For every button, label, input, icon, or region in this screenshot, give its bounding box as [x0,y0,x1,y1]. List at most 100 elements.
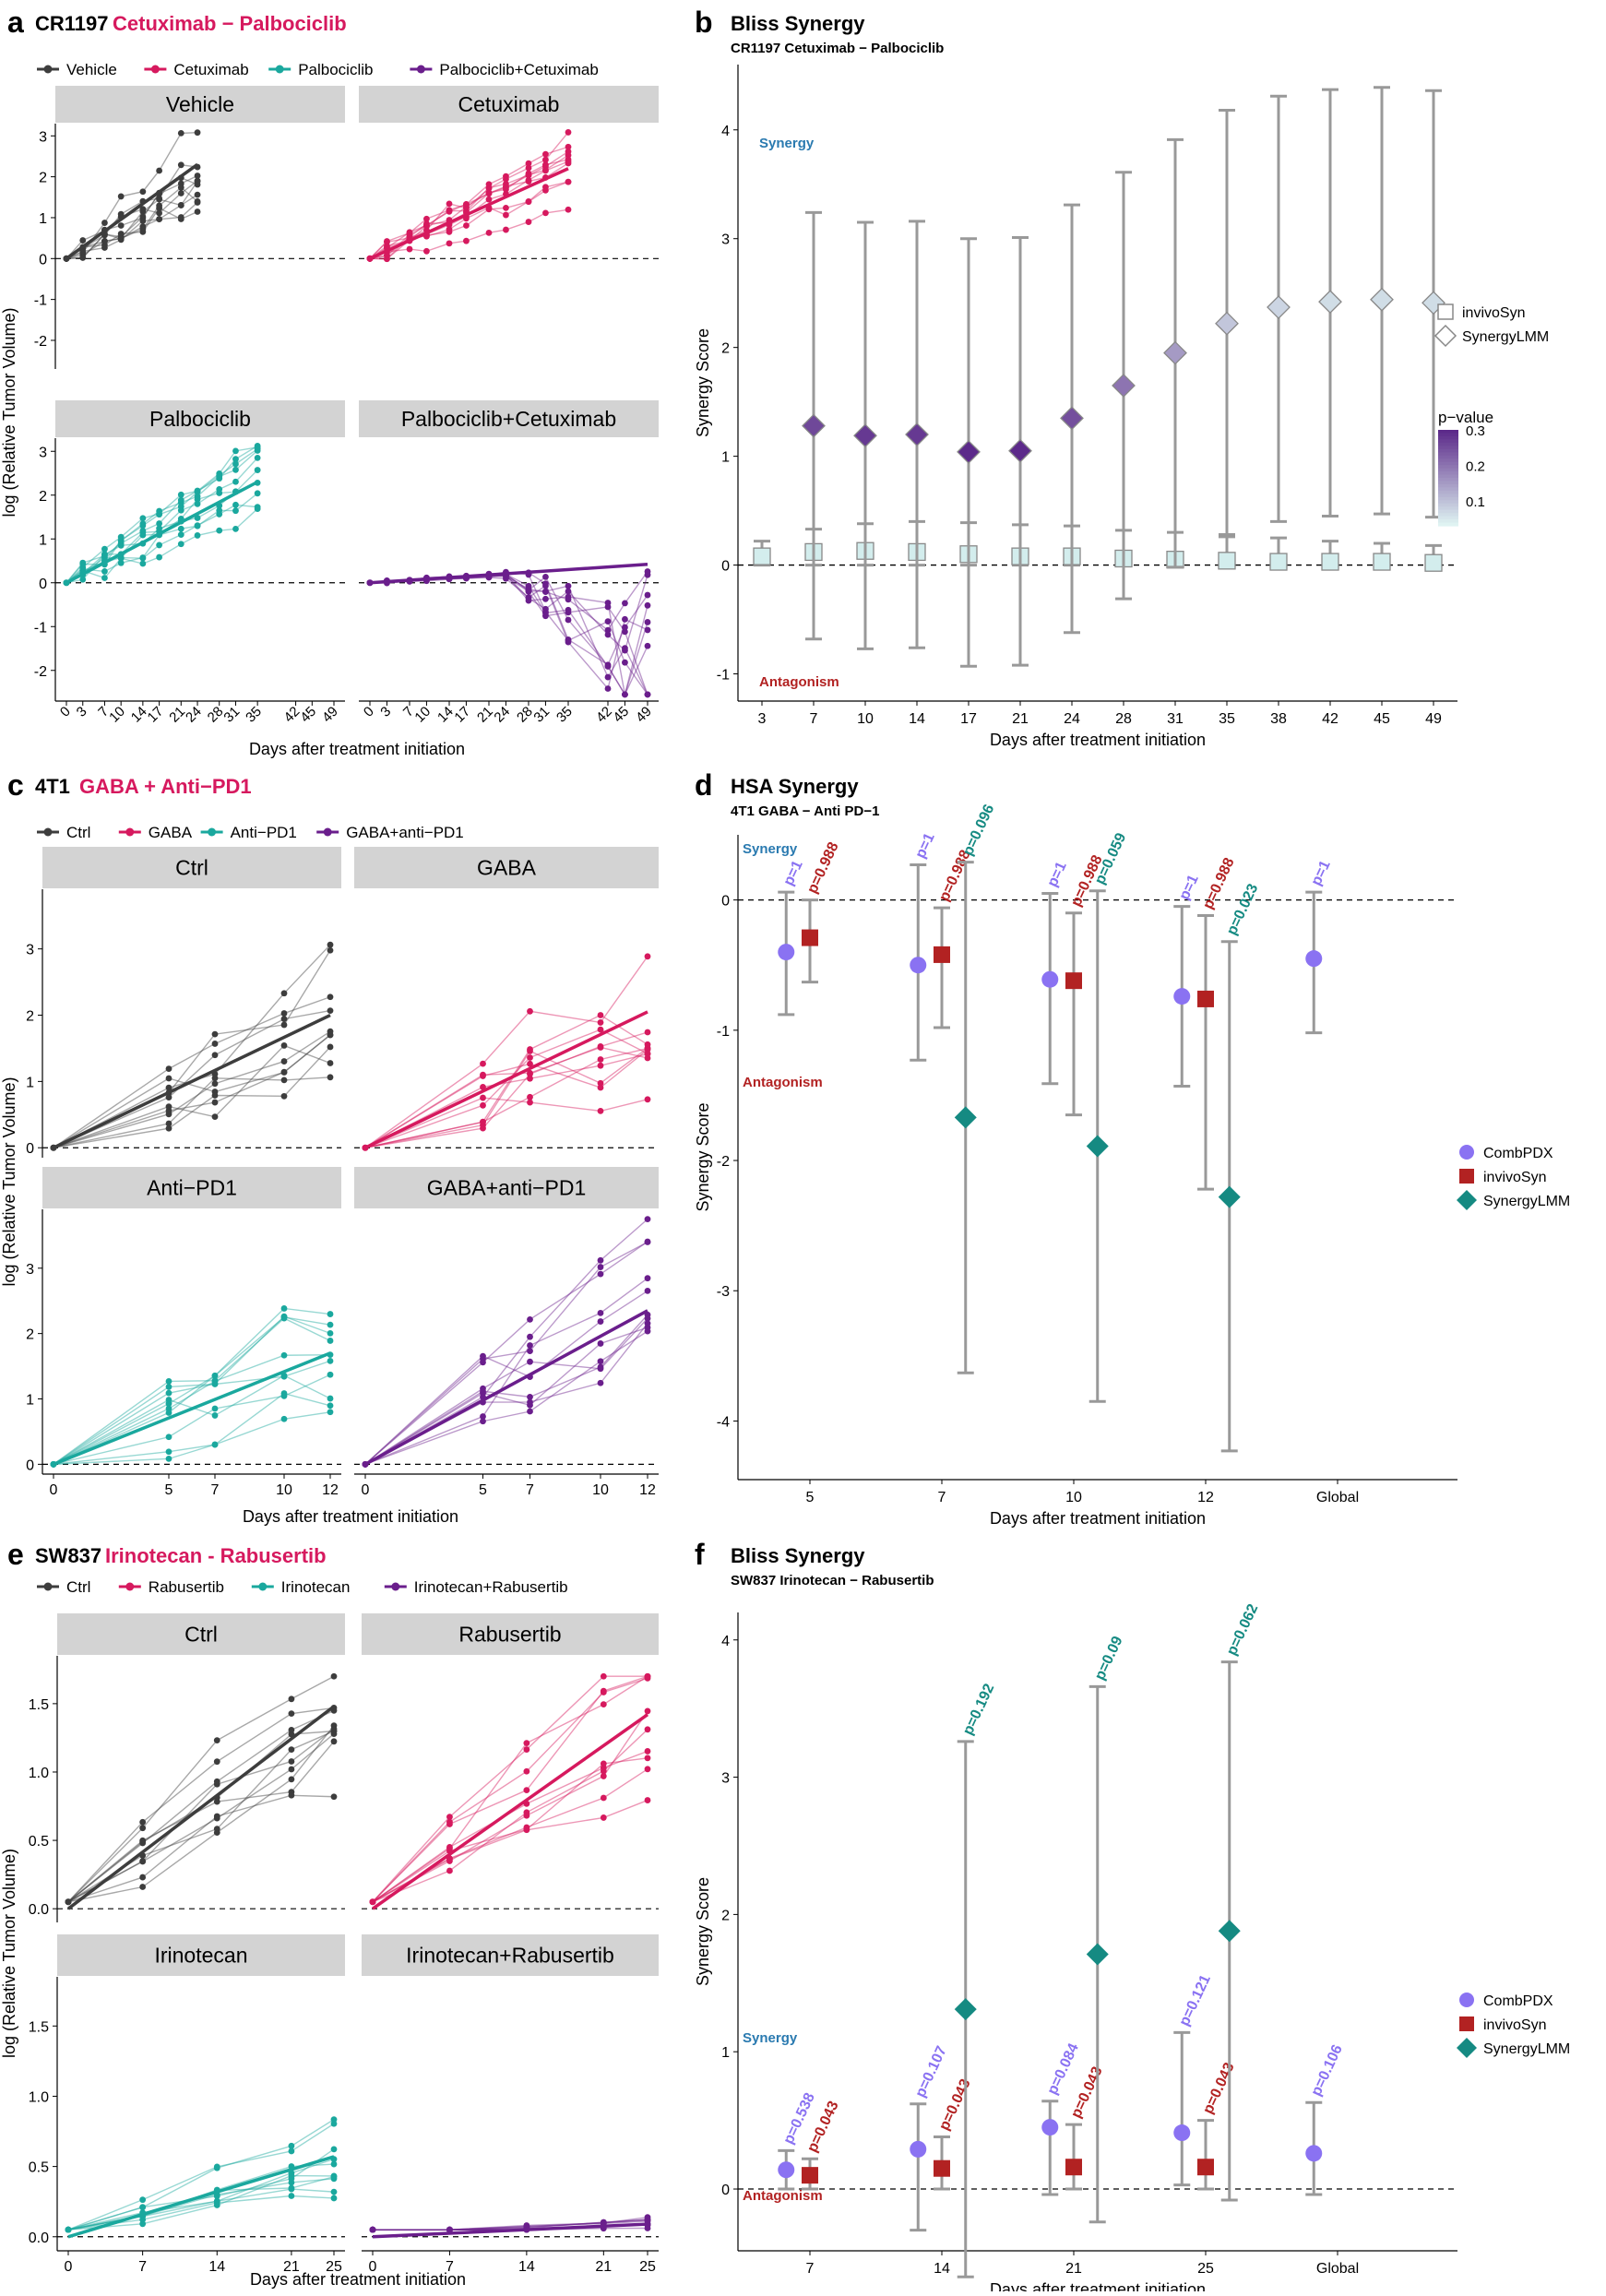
x-tick-label: Global [1316,1490,1359,1505]
mouse-data-point [254,490,261,497]
fitted-trend-line [67,2155,335,2239]
colorbar-swatch [1438,474,1458,479]
colorbar-swatch [1438,506,1458,511]
y-tick-label: 1 [721,2045,730,2061]
x-tick-label: 7 [211,1482,220,1498]
mouse-data-point [232,456,239,463]
mouse-data-point [597,1107,604,1114]
point-estimate [802,413,826,438]
mouse-data-point [254,454,261,461]
mouse-data-point [280,1092,288,1100]
mouse-data-point [177,499,184,506]
x-tick-label: 49 [633,704,655,726]
mouse-data-point [523,1787,530,1794]
x-tick-label: 10 [411,704,434,726]
mouse-data-point [542,161,549,169]
x-tick-label: 7 [806,2261,815,2277]
mouse-data-point [211,1372,219,1379]
legend-key [1457,1190,1477,1210]
legend: CombPDX invivoSyn SynergyLMM [1457,1145,1570,1210]
point-estimate [910,957,927,974]
point-estimate [1197,990,1214,1007]
mouse-data-point [527,1093,533,1100]
mouse-data-point [327,941,334,948]
mouse-data-point [565,616,572,624]
series-CombPDX: p=1 p=1 p=1 p=1 p=1 [778,831,1334,1089]
mouse-data-point [523,1746,530,1753]
mouse-data-point [101,220,108,226]
mouse-trajectory-line [65,131,198,259]
x-tick-label: 5 [806,1490,815,1505]
mouse-data-point [211,1405,219,1412]
mouse-data-point [330,1793,338,1801]
mouse-data-point [232,447,239,455]
mouse-data-point [503,211,509,219]
mouse-data-point [232,507,239,515]
mouse-data-point [177,491,184,498]
legend-item: GABA [118,824,193,841]
mouse-data-point [156,553,163,561]
series-SynergyLMM [802,86,1445,668]
y-tick-label: 0.0 [29,1902,49,1918]
mouse-data-point [280,1010,288,1017]
mouse-trajectory-line [372,1675,648,1903]
mouse-trajectory-line [65,207,198,259]
mouse-data-point [232,466,239,473]
mouse-data-point [423,247,430,255]
y-axis-title: log (Relative Tumor Volume) [0,1849,18,2058]
p-value-label: p=1 [780,858,805,888]
mouse-data-point [139,520,147,528]
x-tick-label: 14 [934,2261,950,2277]
mouse-data-point [644,1327,651,1335]
fitted-trend-line [371,1713,649,1910]
mouse-data-point [600,1794,607,1802]
mouse-data-point [542,209,549,217]
facet-strip-label: Ctrl [175,856,208,880]
mouse-data-point [527,1408,533,1415]
mouse-data-point [644,591,651,599]
mouse-data-point [194,500,201,507]
mouse-data-point [211,1080,219,1088]
mouse-data-point [604,626,612,634]
mouse-trajectory-line [53,1316,331,1465]
colorbar-swatch [1438,435,1458,440]
legend-label: Palbociclib [298,61,373,78]
mouse-data-point [177,129,184,137]
y-tick-label: -1 [717,668,730,684]
point-estimate [1424,553,1443,572]
mouse-trajectory-line [67,1730,335,1903]
panel-e: e SW837 Irinotecan - Rabusertib Ctrl Rabuser… [0,1538,659,2289]
mouse-data-point [288,2185,295,2193]
x-tick-label: 17 [145,704,167,726]
mouse-data-point [280,1021,288,1029]
mouse-data-point [423,220,430,227]
colorbar-swatch [1438,516,1458,520]
mouse-data-point [165,1075,172,1082]
mouse-data-point [156,525,163,532]
mouse-data-point [165,1084,172,1091]
x-tick-label: 0 [369,2259,377,2275]
mouse-data-point [480,1124,486,1132]
facet-strip [359,400,659,437]
x-tick-label: 21 [595,2259,612,2275]
y-axis-title: Synergy Score [694,328,712,437]
panel-title: HSA Synergy [731,775,859,798]
colorbar-swatch [1438,496,1458,501]
mouse-data-point [542,156,549,163]
x-tick-label: 14 [518,2259,535,2275]
mouse-data-point [644,1672,651,1680]
mouse-data-point [622,659,628,666]
p-value-label: p=0.09 [1092,1634,1126,1683]
y-axis-title: Synergy Score [694,1102,712,1211]
mouse-data-point [117,231,125,237]
mouse-trajectory-line [65,181,198,259]
legend-item: Irinotecan+Rabusertib [384,1578,568,1596]
facet-strip-label: Ctrl [184,1623,218,1647]
facet-1: Ctrl [57,1613,345,1910]
mouse-data-point [622,600,628,607]
mouse-data-point [139,188,147,196]
mouse-data-point [211,1099,219,1106]
point-estimate [1197,2159,1214,2176]
x-tick-label: 12 [322,1482,339,1498]
